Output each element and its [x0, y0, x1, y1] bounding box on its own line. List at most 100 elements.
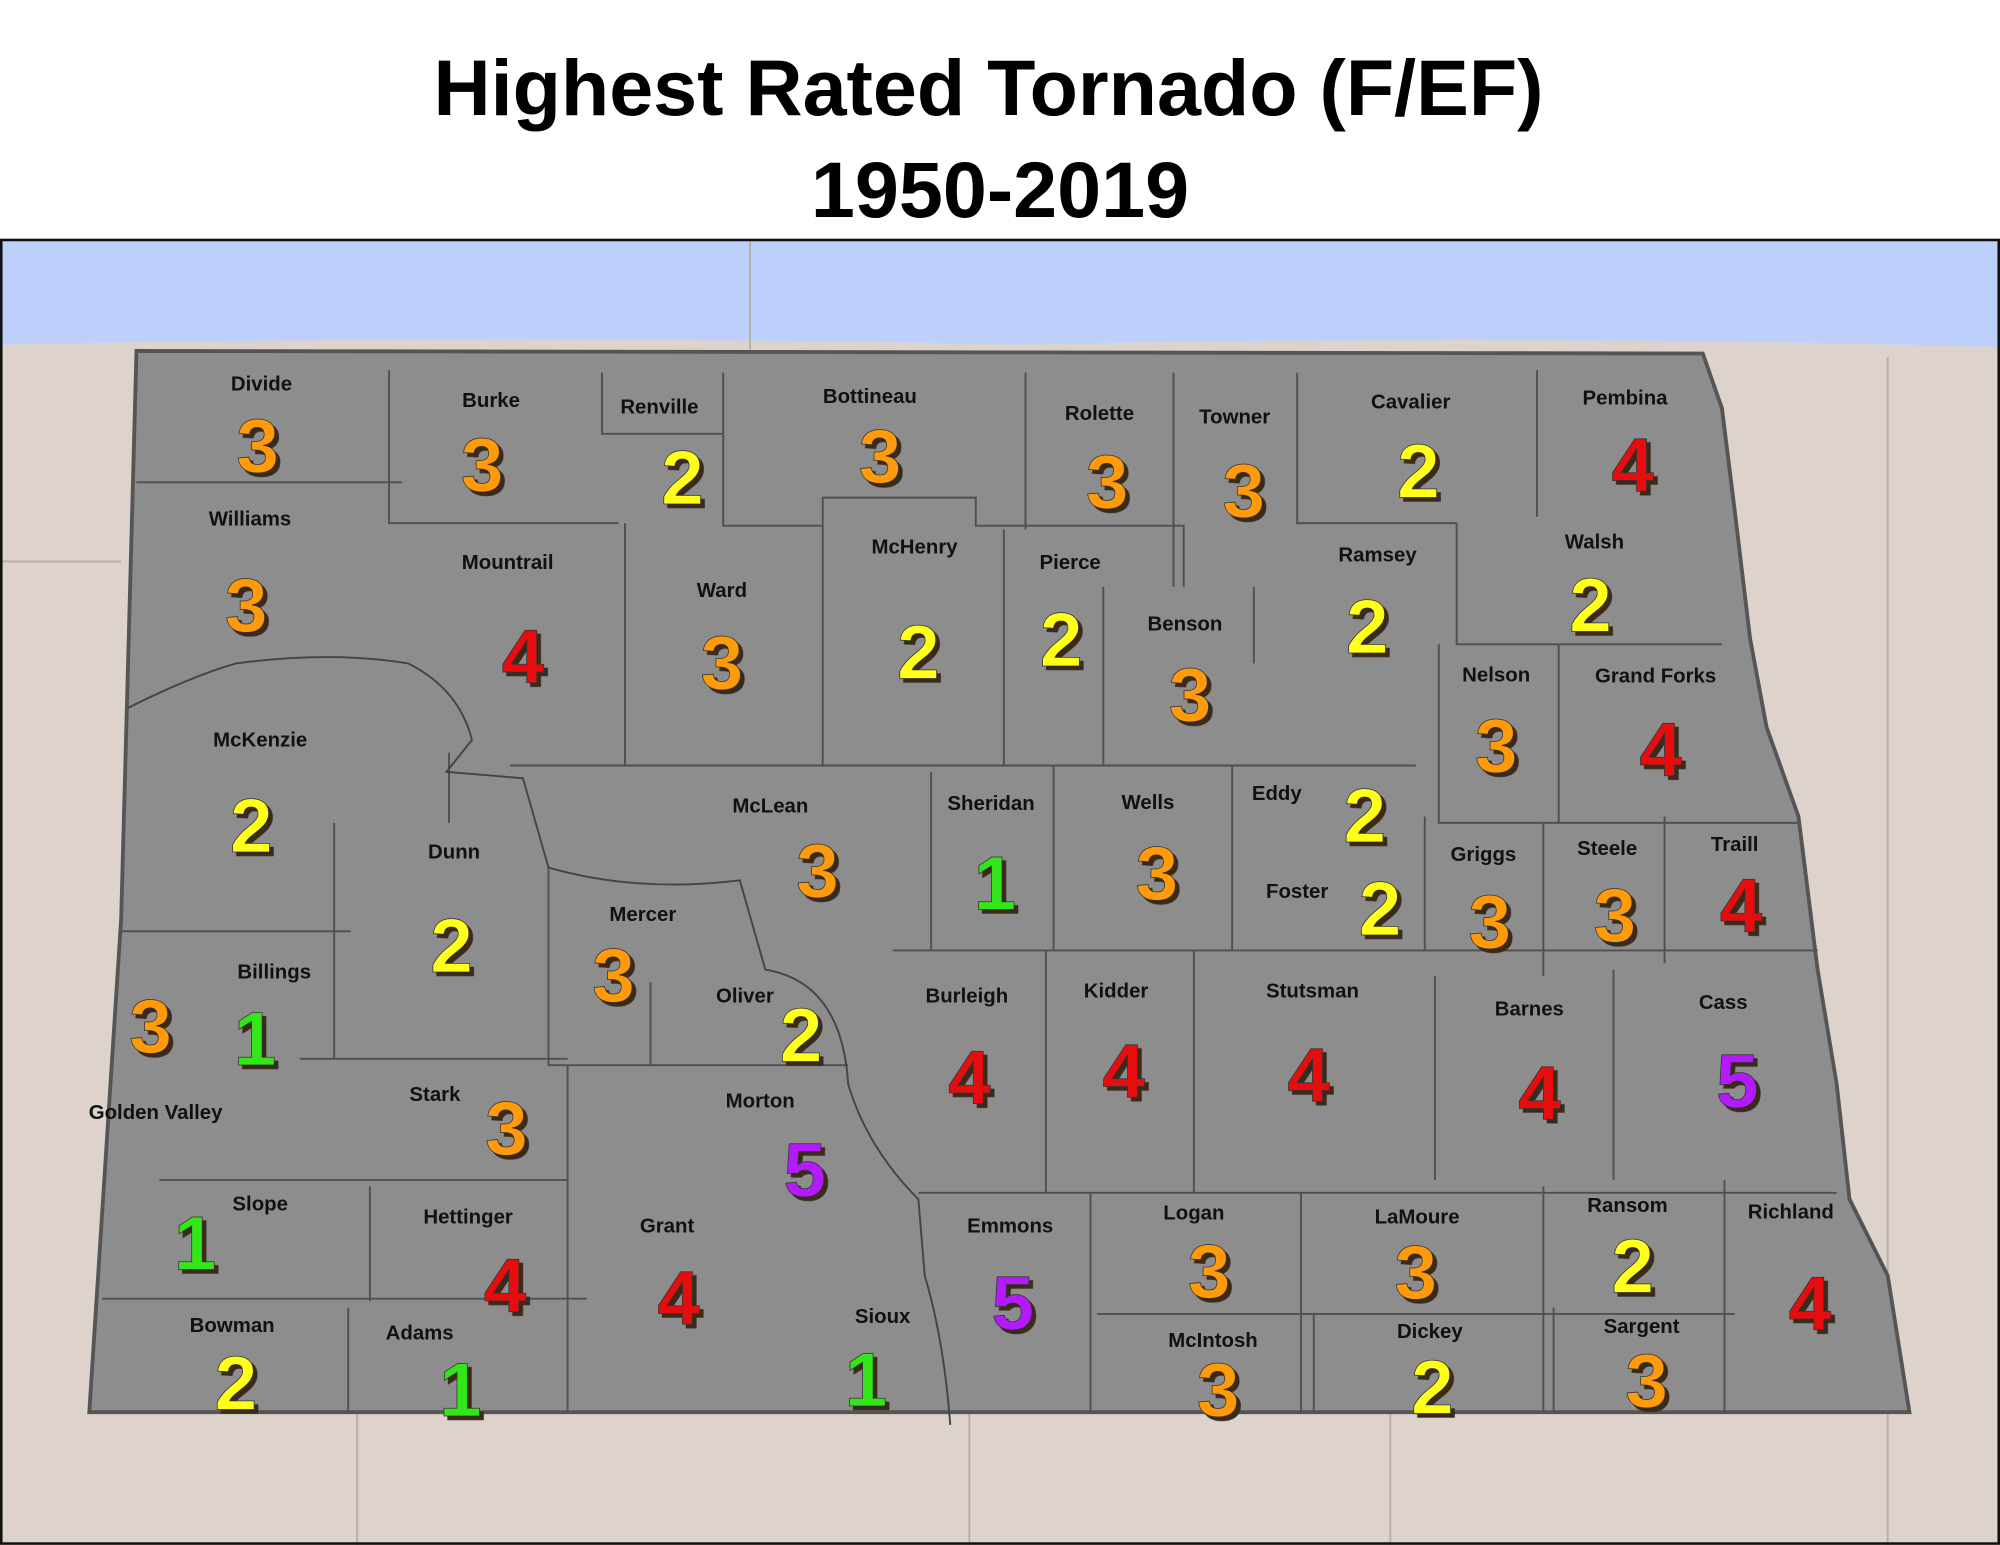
county-rating: 2	[661, 436, 704, 521]
county-rating: 4	[502, 615, 545, 700]
county-name: Emmons	[967, 1215, 1053, 1237]
county-name: Divide	[231, 373, 292, 395]
county-name: Renville	[620, 396, 698, 418]
county-rating: 4	[1720, 863, 1763, 948]
county-rating: 4	[1518, 1051, 1561, 1136]
county-rating: 3	[225, 564, 268, 649]
county-name: Stark	[409, 1084, 461, 1106]
county-name: Grant	[640, 1215, 695, 1237]
county-name: Cavalier	[1371, 391, 1450, 413]
county-rating: 2	[1040, 598, 1083, 683]
county-name: Stutsman	[1266, 981, 1359, 1003]
county-name: Hettinger	[423, 1206, 513, 1228]
county-rating: 3	[236, 404, 279, 489]
county-name: Mountrail	[462, 552, 554, 574]
county-rating: 3	[701, 621, 744, 706]
county-name: Rolette	[1065, 403, 1134, 425]
county-name: McKenzie	[213, 729, 307, 751]
county-rating: 3	[1086, 440, 1129, 525]
county-name: Eddy	[1252, 783, 1303, 805]
county-rating: 3	[1136, 831, 1179, 916]
county-borders	[102, 370, 1837, 1413]
county-rating: 3	[1395, 1231, 1438, 1316]
county-rating: 2	[1611, 1224, 1654, 1309]
title: Highest Rated Tornado (F/EF)	[434, 43, 1544, 132]
county-name: McIntosh	[1168, 1330, 1258, 1352]
county-name: Bottineau	[823, 386, 917, 408]
county-name: Burleigh	[925, 986, 1008, 1008]
county-rating: 3	[485, 1087, 528, 1172]
county-rating: 3	[1475, 704, 1518, 789]
state-outline	[87, 349, 1912, 1415]
county-rating: 4	[1102, 1029, 1145, 1114]
county-name: Pembina	[1582, 388, 1668, 410]
county-name: Kidder	[1084, 981, 1149, 1003]
county-name: Barnes	[1495, 998, 1564, 1020]
county-name: Wells	[1122, 792, 1175, 814]
county-rating: 5	[784, 1129, 827, 1214]
county-name: Adams	[386, 1322, 454, 1344]
county-rating: 2	[1411, 1345, 1454, 1430]
county-rating: 2	[1344, 774, 1387, 859]
county-rating: 3	[461, 423, 504, 508]
county-rating: 3	[592, 933, 635, 1018]
county-name: Burke	[462, 390, 520, 412]
county-name: Sargent	[1604, 1316, 1680, 1338]
county-rating: 5	[991, 1261, 1034, 1346]
county-rating: 5	[1716, 1039, 1759, 1124]
county-rating: 2	[1569, 564, 1612, 649]
county-name: Williams	[209, 509, 292, 531]
county-name: Griggs	[1451, 844, 1517, 866]
county-name: Foster	[1266, 881, 1328, 903]
county-rating: 2	[230, 784, 273, 869]
county-name: Cass	[1699, 992, 1748, 1014]
county-name: Ward	[697, 580, 747, 602]
county-name: Sioux	[855, 1306, 911, 1328]
county-name: Bowman	[190, 1315, 275, 1337]
county-name: Dickey	[1397, 1321, 1463, 1343]
county-rating: 3	[1222, 449, 1265, 534]
county-name: Oliver	[716, 986, 774, 1008]
water	[0, 239, 2000, 348]
county-rating: 4	[1789, 1261, 1832, 1346]
county-rating: 4	[1639, 708, 1682, 793]
county-name: Morton	[726, 1090, 795, 1112]
county-name: Billings	[237, 961, 311, 983]
county-name: Ramsey	[1338, 544, 1417, 566]
county-rating: 3	[1594, 874, 1637, 959]
county-rating: 2	[215, 1342, 258, 1427]
river	[127, 656, 952, 1425]
county-rating: 2	[1359, 867, 1402, 952]
county-name: McLean	[732, 796, 808, 818]
subtitle: 1950-2019	[811, 145, 1189, 234]
county-rating: 1	[174, 1201, 217, 1286]
county-name: Dunn	[428, 842, 480, 864]
county-name: Ransom	[1587, 1195, 1667, 1217]
county-name: Grand Forks	[1595, 666, 1716, 688]
county-name: Traill	[1711, 834, 1759, 856]
county-name: Slope	[232, 1194, 288, 1216]
county-rating: 3	[1188, 1229, 1231, 1314]
county-name: Sheridan	[947, 793, 1034, 815]
county-rating: 1	[974, 842, 1017, 927]
county-rating: 2	[1346, 585, 1389, 670]
county-rating: 2	[897, 611, 940, 696]
county-name: Pierce	[1040, 552, 1101, 574]
county-rating: 3	[129, 984, 172, 1069]
county-name: Richland	[1748, 1201, 1834, 1223]
county-rating: 3	[859, 414, 902, 499]
county-rating: 3	[1625, 1339, 1668, 1424]
county-name: Nelson	[1462, 664, 1530, 686]
county-name: LaMoure	[1375, 1206, 1460, 1228]
county-name: Walsh	[1565, 532, 1624, 554]
county-rating: 2	[780, 993, 823, 1078]
county-rating: 4	[948, 1035, 991, 1120]
county-rating: 4	[1287, 1033, 1330, 1118]
county-name: Golden Valley	[89, 1102, 223, 1124]
county-rating: 3	[1169, 653, 1212, 738]
county-rating: 3	[796, 829, 839, 914]
county-rating: 1	[845, 1338, 888, 1423]
county-rating: 1	[439, 1348, 482, 1433]
county-rating: 3	[1197, 1348, 1240, 1433]
